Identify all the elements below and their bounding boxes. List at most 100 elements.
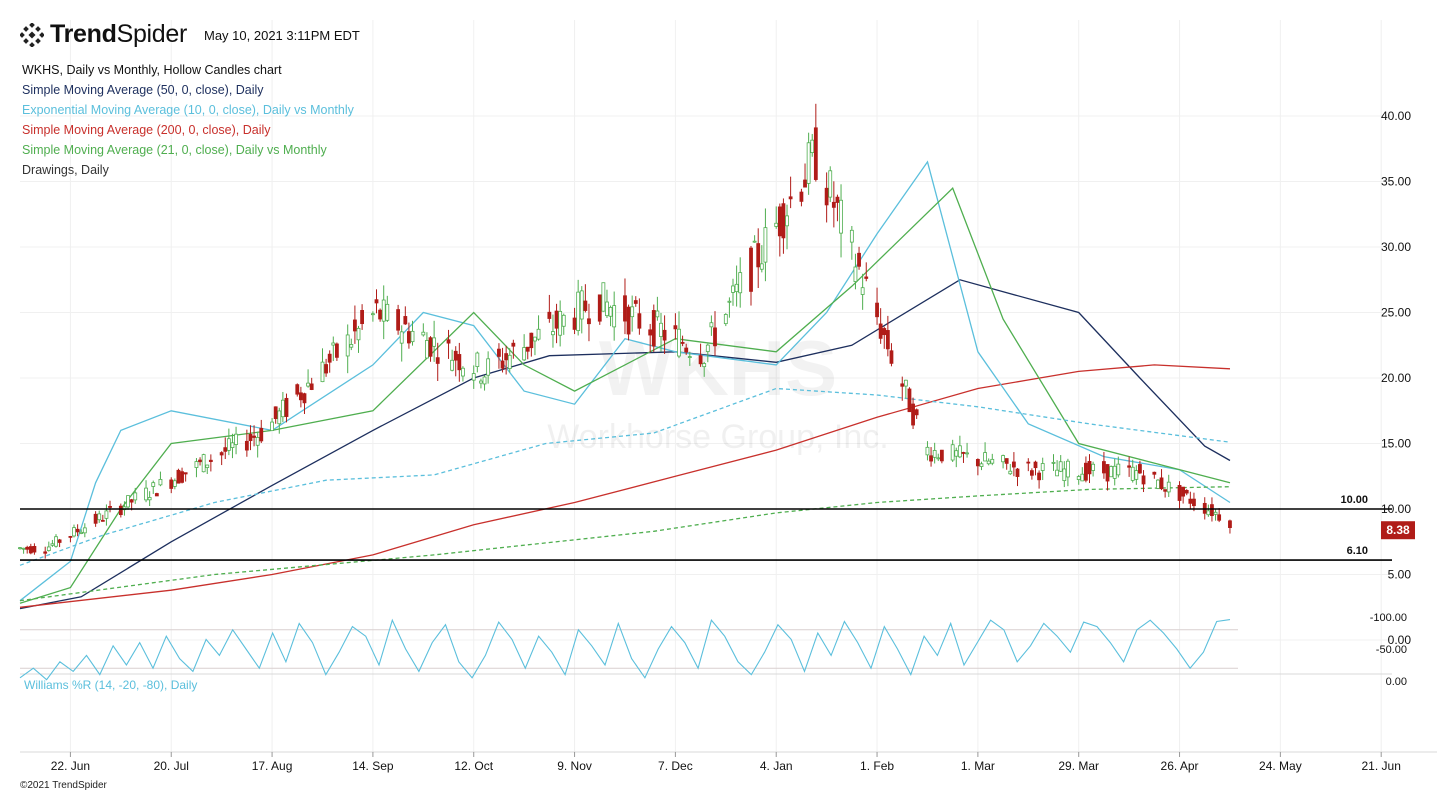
candle-body xyxy=(352,319,357,332)
candle-body xyxy=(446,339,451,344)
candle-body xyxy=(1011,461,1016,468)
candle-body xyxy=(813,127,818,180)
candle-body xyxy=(1076,476,1081,480)
candle-body xyxy=(381,299,386,322)
candle-body xyxy=(1156,479,1160,489)
candle-body xyxy=(180,471,184,483)
candle-body xyxy=(597,294,602,322)
candle-body xyxy=(612,305,617,328)
candle-body xyxy=(1102,461,1106,474)
candle-body xyxy=(558,310,563,336)
candle-body xyxy=(583,300,588,311)
candle-body xyxy=(659,322,663,337)
candle-body xyxy=(306,382,310,387)
candle-body xyxy=(1217,514,1222,521)
x-tick-label: 9. Nov xyxy=(557,759,592,773)
candle-body xyxy=(1109,466,1114,478)
candle-body xyxy=(1040,463,1045,471)
candle-body xyxy=(461,367,465,377)
candle-body xyxy=(32,546,37,553)
legend-sma-200[interactable]: Simple Moving Average (200, 0, close), D… xyxy=(22,123,271,137)
candle-body xyxy=(1080,473,1085,482)
time-axis: 22. Jun 20. Jul 17. Aug 14. Sep 12. Oct 9. No… xyxy=(51,752,1401,773)
candle-body xyxy=(147,497,152,501)
candle-body xyxy=(385,303,390,321)
candle-body xyxy=(777,206,782,237)
candle-body xyxy=(788,196,793,200)
candle-body xyxy=(158,479,163,486)
x-tick-label: 20. Jul xyxy=(154,759,189,773)
candle-body xyxy=(1181,486,1186,497)
candle-body xyxy=(500,360,505,369)
candle-body xyxy=(100,519,105,522)
candle-body xyxy=(118,505,123,516)
candle-body xyxy=(331,342,336,346)
candle-body xyxy=(587,318,591,325)
candle-body xyxy=(183,472,188,475)
candle-body xyxy=(623,295,627,322)
candle-body xyxy=(259,427,264,442)
candle-body xyxy=(1206,510,1211,516)
candle-body xyxy=(954,450,959,457)
legend-drawings[interactable]: Drawings, Daily xyxy=(22,163,109,177)
candle-body xyxy=(46,546,51,551)
candle-body xyxy=(18,547,22,550)
y-tick-label: 30.00 xyxy=(1381,240,1411,254)
candle-body xyxy=(651,310,656,347)
candle-body xyxy=(230,442,235,448)
candle-body xyxy=(1127,465,1132,468)
candle-body xyxy=(79,531,84,534)
candle-body xyxy=(605,301,609,317)
legend-sma-21[interactable]: Simple Moving Average (21, 0, close), Da… xyxy=(22,143,327,157)
candle-body xyxy=(68,536,73,538)
candle-body xyxy=(738,272,743,294)
x-tick-label: 26. Apr xyxy=(1161,759,1199,773)
candle-body xyxy=(25,546,30,550)
candle-body xyxy=(93,513,98,524)
candle-body xyxy=(1105,464,1110,482)
candle-body xyxy=(939,449,944,462)
candle-body xyxy=(626,306,631,335)
legend-ema-10[interactable]: Exponential Moving Average (10, 0, close… xyxy=(22,103,354,117)
candle-body xyxy=(154,493,159,497)
horizontal-levels[interactable]: 10.00 6.10 xyxy=(20,494,1392,561)
candle-body xyxy=(1210,504,1214,517)
candle-body xyxy=(1037,472,1041,481)
timestamp: May 10, 2021 3:11PM EDT xyxy=(204,28,360,43)
candle-body xyxy=(875,302,879,318)
candle-body xyxy=(479,380,483,384)
candle-body xyxy=(979,463,984,467)
candle-body xyxy=(255,437,260,446)
candle-body xyxy=(104,510,109,519)
candle-body xyxy=(709,322,714,328)
candle-body xyxy=(1058,461,1063,472)
candle-body xyxy=(270,421,274,432)
candle-body xyxy=(929,455,933,462)
copyright: ©2021 TrendSpider xyxy=(20,780,107,791)
candle-body xyxy=(334,343,339,358)
candle-body xyxy=(497,348,501,357)
candle-body xyxy=(407,331,411,344)
candle-body xyxy=(356,327,361,341)
candle-body xyxy=(298,392,303,401)
candle-body xyxy=(547,311,552,319)
candle-body xyxy=(1152,471,1157,475)
candle-body xyxy=(21,547,26,550)
candle-body xyxy=(371,313,375,316)
candle-body xyxy=(684,347,689,353)
candle-body xyxy=(990,458,995,464)
candle-body xyxy=(425,340,429,359)
legend-sma-50[interactable]: Simple Moving Average (50, 0, close), Da… xyxy=(22,83,264,97)
candle-body xyxy=(551,331,555,336)
x-tick-label: 4. Jan xyxy=(760,759,793,773)
candle-body xyxy=(633,300,638,304)
candle-body xyxy=(576,291,581,332)
candle-body xyxy=(1029,470,1034,476)
support-level-label: 6.10 xyxy=(1347,545,1368,557)
candle-body xyxy=(914,409,919,416)
candle-body xyxy=(108,506,112,508)
candle-body xyxy=(428,337,433,357)
y-tick-label: 0.00 xyxy=(1388,633,1412,647)
candle-body xyxy=(82,527,87,534)
